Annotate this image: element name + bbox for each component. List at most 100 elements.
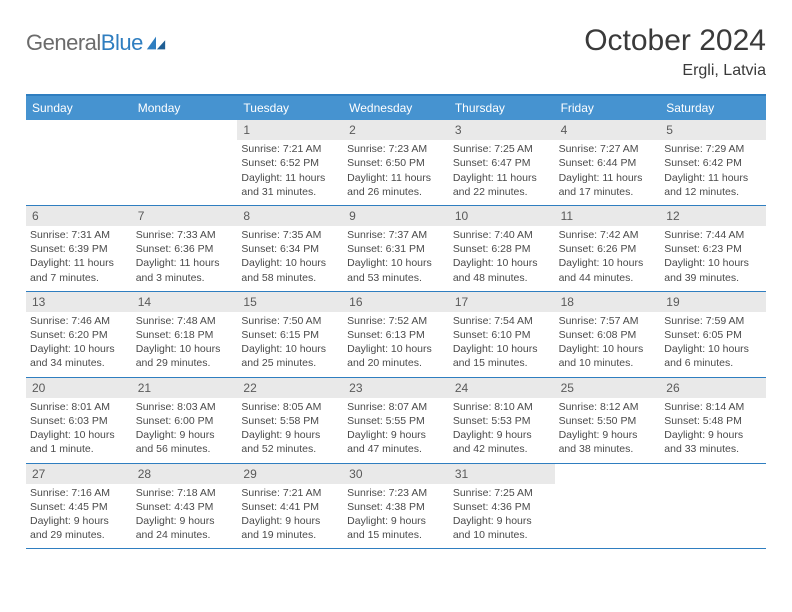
dow-tuesday: Tuesday bbox=[237, 96, 343, 120]
sunset-text: Sunset: 6:34 PM bbox=[241, 242, 339, 256]
daylight2-text: and 26 minutes. bbox=[347, 185, 445, 199]
daylight2-text: and 19 minutes. bbox=[241, 528, 339, 542]
sunrise-text: Sunrise: 8:01 AM bbox=[30, 400, 128, 414]
dow-sunday: Sunday bbox=[26, 96, 132, 120]
day-cell: 8Sunrise: 7:35 AMSunset: 6:34 PMDaylight… bbox=[237, 206, 343, 291]
day-number: 7 bbox=[138, 209, 145, 223]
daylight2-text: and 20 minutes. bbox=[347, 356, 445, 370]
daylight2-text: and 25 minutes. bbox=[241, 356, 339, 370]
day-number-bar: 15 bbox=[237, 292, 343, 312]
day-of-week-header: SundayMondayTuesdayWednesdayThursdayFrid… bbox=[26, 96, 766, 120]
logo: GeneralBlue bbox=[26, 30, 167, 56]
daylight2-text: and 6 minutes. bbox=[664, 356, 762, 370]
sunset-text: Sunset: 4:45 PM bbox=[30, 500, 128, 514]
day-cell: 19Sunrise: 7:59 AMSunset: 6:05 PMDayligh… bbox=[660, 292, 766, 377]
day-number-bar: 24 bbox=[449, 378, 555, 398]
daylight1-text: Daylight: 10 hours bbox=[136, 342, 234, 356]
day-number: 3 bbox=[455, 123, 462, 137]
week-row: 20Sunrise: 8:01 AMSunset: 6:03 PMDayligh… bbox=[26, 378, 766, 464]
day-number-bar: 16 bbox=[343, 292, 449, 312]
daylight2-text: and 3 minutes. bbox=[136, 271, 234, 285]
daylight1-text: Daylight: 11 hours bbox=[559, 171, 657, 185]
daylight1-text: Daylight: 10 hours bbox=[559, 342, 657, 356]
day-cell: 22Sunrise: 8:05 AMSunset: 5:58 PMDayligh… bbox=[237, 378, 343, 463]
day-number: 12 bbox=[666, 209, 679, 223]
sunrise-text: Sunrise: 7:50 AM bbox=[241, 314, 339, 328]
day-number: 10 bbox=[455, 209, 468, 223]
daylight2-text: and 1 minute. bbox=[30, 442, 128, 456]
sunrise-text: Sunrise: 7:29 AM bbox=[664, 142, 762, 156]
sunrise-text: Sunrise: 7:27 AM bbox=[559, 142, 657, 156]
sunset-text: Sunset: 5:53 PM bbox=[453, 414, 551, 428]
daylight1-text: Daylight: 11 hours bbox=[241, 171, 339, 185]
day-number: 14 bbox=[138, 295, 151, 309]
day-empty bbox=[660, 464, 766, 549]
day-cell: 10 Sunrise: 7:40 AMSunset: 6:28 PMDayligh… bbox=[449, 206, 555, 291]
sunset-text: Sunset: 5:58 PM bbox=[241, 414, 339, 428]
day-number-bar: 30 bbox=[343, 464, 449, 484]
day-number: 28 bbox=[138, 467, 151, 481]
day-empty bbox=[132, 120, 238, 205]
sunset-text: Sunset: 4:36 PM bbox=[453, 500, 551, 514]
sunset-text: Sunset: 6:39 PM bbox=[30, 242, 128, 256]
daylight1-text: Daylight: 11 hours bbox=[453, 171, 551, 185]
sunrise-text: Sunrise: 8:12 AM bbox=[559, 400, 657, 414]
day-cell: 29Sunrise: 7:21 AMSunset: 4:41 PMDayligh… bbox=[237, 464, 343, 549]
day-number-bar: 3 bbox=[449, 120, 555, 140]
daylight1-text: Daylight: 9 hours bbox=[241, 428, 339, 442]
sunrise-text: Sunrise: 7:52 AM bbox=[347, 314, 445, 328]
daylight2-text: and 10 minutes. bbox=[559, 356, 657, 370]
day-cell: 14Sunrise: 7:48 AMSunset: 6:18 PMDayligh… bbox=[132, 292, 238, 377]
day-number: 24 bbox=[455, 381, 468, 395]
week-row: 27Sunrise: 7:16 AMSunset: 4:45 PMDayligh… bbox=[26, 464, 766, 550]
day-number-bar: 13 bbox=[26, 292, 132, 312]
daylight2-text: and 29 minutes. bbox=[136, 356, 234, 370]
daylight1-text: Daylight: 10 hours bbox=[453, 256, 551, 270]
day-number-bar: 7 bbox=[132, 206, 238, 226]
sunrise-text: Sunrise: 8:05 AM bbox=[241, 400, 339, 414]
dow-thursday: Thursday bbox=[449, 96, 555, 120]
daylight1-text: Daylight: 10 hours bbox=[664, 342, 762, 356]
day-number-bar: 23 bbox=[343, 378, 449, 398]
day-number: 30 bbox=[349, 467, 362, 481]
day-number-bar: 9 bbox=[343, 206, 449, 226]
daylight2-text: and 24 minutes. bbox=[136, 528, 234, 542]
day-number-bar: 21 bbox=[132, 378, 238, 398]
day-number-bar: 17 bbox=[449, 292, 555, 312]
daylight2-text: and 34 minutes. bbox=[30, 356, 128, 370]
day-number: 6 bbox=[32, 209, 39, 223]
day-number: 1 bbox=[243, 123, 250, 137]
daylight1-text: Daylight: 9 hours bbox=[347, 428, 445, 442]
day-number-bar: 29 bbox=[237, 464, 343, 484]
day-number-bar: 14 bbox=[132, 292, 238, 312]
dow-monday: Monday bbox=[132, 96, 238, 120]
day-number: 25 bbox=[561, 381, 574, 395]
day-number-bar: 20 bbox=[26, 378, 132, 398]
day-number-bar: 27 bbox=[26, 464, 132, 484]
day-cell: 20 Sunrise: 8:01 AMSunset: 6:03 PMDayligh… bbox=[26, 378, 132, 463]
sunrise-text: Sunrise: 7:21 AM bbox=[241, 486, 339, 500]
daylight1-text: Daylight: 10 hours bbox=[241, 342, 339, 356]
daylight2-text: and 53 minutes. bbox=[347, 271, 445, 285]
day-number: 23 bbox=[349, 381, 362, 395]
daylight1-text: Daylight: 10 hours bbox=[30, 428, 128, 442]
daylight2-text: and 7 minutes. bbox=[30, 271, 128, 285]
day-number: 5 bbox=[666, 123, 673, 137]
daylight1-text: Daylight: 9 hours bbox=[136, 514, 234, 528]
sunset-text: Sunset: 6:03 PM bbox=[30, 414, 128, 428]
day-cell: 25Sunrise: 8:12 AMSunset: 5:50 PMDayligh… bbox=[555, 378, 661, 463]
day-number: 11 bbox=[561, 209, 573, 223]
sunset-text: Sunset: 6:28 PM bbox=[453, 242, 551, 256]
sunrise-text: Sunrise: 7:44 AM bbox=[664, 228, 762, 242]
sunrise-text: Sunrise: 7:18 AM bbox=[136, 486, 234, 500]
sunset-text: Sunset: 4:41 PM bbox=[241, 500, 339, 514]
day-cell: 4Sunrise: 7:27 AMSunset: 6:44 PMDaylight… bbox=[555, 120, 661, 205]
daylight1-text: Daylight: 9 hours bbox=[559, 428, 657, 442]
day-cell: 5Sunrise: 7:29 AMSunset: 6:42 PMDaylight… bbox=[660, 120, 766, 205]
sunrise-text: Sunrise: 7:40 AM bbox=[453, 228, 551, 242]
day-number-bar: 8 bbox=[237, 206, 343, 226]
logo-sail-icon bbox=[145, 34, 167, 52]
day-cell: 7Sunrise: 7:33 AMSunset: 6:36 PMDaylight… bbox=[132, 206, 238, 291]
sunset-text: Sunset: 4:38 PM bbox=[347, 500, 445, 514]
day-number-bar: 28 bbox=[132, 464, 238, 484]
